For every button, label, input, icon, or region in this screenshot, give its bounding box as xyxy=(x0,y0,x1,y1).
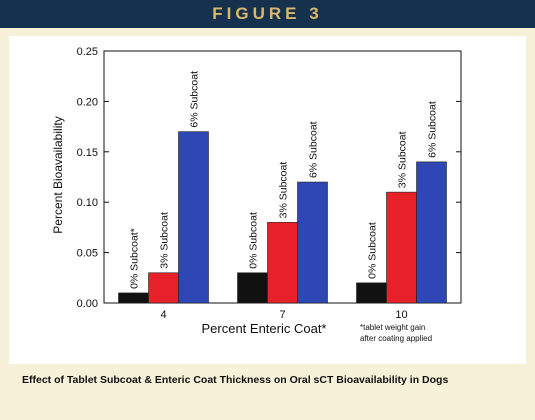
footnote-line-1: *tablet weight gain xyxy=(360,323,425,332)
bar xyxy=(148,272,179,304)
figure-header xyxy=(0,0,535,28)
figure-caption: Effect of Tablet Subcoat & Enteric Coat … xyxy=(22,374,449,386)
y-tick-label: 0.05 xyxy=(77,248,98,260)
y-axis-label: Percent Bioavailability xyxy=(51,116,65,233)
x-tick-label: 4 xyxy=(160,309,166,321)
x-tick-label: 10 xyxy=(395,309,407,321)
bar xyxy=(118,292,149,304)
figure-label: FIGURE 3 xyxy=(212,4,323,23)
bar xyxy=(356,282,387,304)
bar-data-label: 0% Subcoat xyxy=(248,212,260,269)
bar-data-label: 6% Subcoat xyxy=(427,101,439,158)
bar-data-label: 6% Subcoat xyxy=(189,71,201,128)
bar-data-label: 6% Subcoat xyxy=(308,121,320,178)
bar xyxy=(386,191,417,304)
x-tick-label: 7 xyxy=(279,309,285,321)
x-axis-label: Percent Enteric Coat* xyxy=(201,321,326,336)
bar-data-label: 0% Subcoat* xyxy=(129,228,141,289)
bar-data-label: 0% Subcoat xyxy=(367,222,379,279)
y-tick-label: 0.10 xyxy=(77,197,98,209)
bar xyxy=(267,222,298,304)
bar-data-label: 3% Subcoat xyxy=(397,131,409,188)
bar-data-label: 3% Subcoat xyxy=(159,212,171,269)
bar xyxy=(237,272,268,304)
bar-data-label: 3% Subcoat xyxy=(278,162,290,219)
bar xyxy=(297,181,328,304)
y-tick-label: 0.15 xyxy=(77,147,98,159)
y-tick-label: 0.00 xyxy=(77,298,98,310)
bar xyxy=(416,161,447,304)
footnote-line-2: after coating applied xyxy=(360,334,432,343)
bar xyxy=(178,131,209,304)
y-tick-label: 0.20 xyxy=(77,96,98,108)
y-tick-label: 0.25 xyxy=(77,46,98,58)
